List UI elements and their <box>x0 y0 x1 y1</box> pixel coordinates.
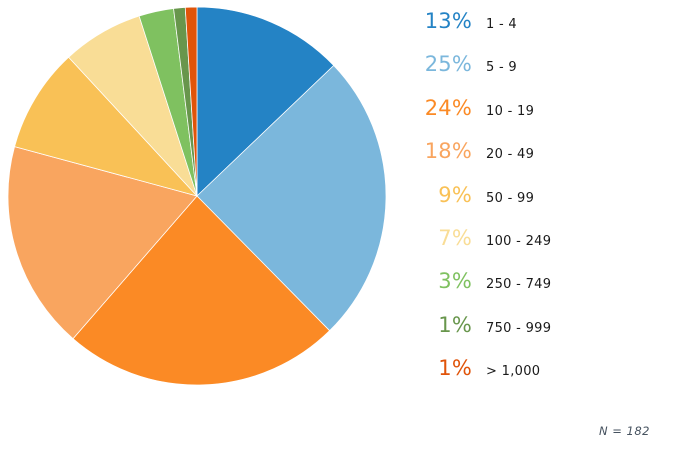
legend-percent: 18% <box>424 139 472 164</box>
pie-slice-5 <box>14 56 199 197</box>
legend-label: 10 - 19 <box>486 103 535 119</box>
legend-label: 100 - 249 <box>486 233 552 249</box>
legend-item: 18% 20 - 49 <box>420 130 551 173</box>
legend-percent: 25% <box>424 52 472 77</box>
legend-label: 20 - 49 <box>486 147 535 163</box>
legend-label: 750 - 999 <box>486 320 552 336</box>
legend-label: 250 - 749 <box>486 277 552 293</box>
legend-label: 5 - 9 <box>486 60 517 76</box>
pie-slice-3 <box>72 195 331 386</box>
legend-percent: 24% <box>424 95 472 120</box>
legend-label: 1 - 4 <box>486 17 517 32</box>
legend-label: 50 - 99 <box>486 190 535 206</box>
legend-item: 24% 10 - 19 <box>420 87 551 130</box>
legend-percent: 1% <box>438 356 472 381</box>
pie-slice-1 <box>196 6 335 197</box>
legend-label: > 1,000 <box>486 364 541 380</box>
legend-item: 1% 750 - 999 <box>420 304 551 347</box>
sample-size-note: N = 182 <box>599 424 650 438</box>
legend-item: 13% 1 - 4 <box>420 0 551 43</box>
pie-chart <box>7 6 387 386</box>
legend-percent: 1% <box>438 312 472 337</box>
legend-percent: 3% <box>438 269 472 294</box>
legend-percent: 9% <box>438 182 472 207</box>
legend-percent: 13% <box>424 9 472 33</box>
legend-item: 7% 100 - 249 <box>420 217 551 260</box>
legend: 13% 1 - 4 25% 5 - 9 24% 10 - 19 18% 20 - 49 9% 50… <box>420 0 551 391</box>
pie-slice-4 <box>7 146 198 340</box>
legend-item: 3% 250 - 749 <box>420 260 551 303</box>
pie-slice-9 <box>184 6 198 197</box>
legend-item: 1% > 1,000 <box>420 347 551 390</box>
legend-item: 25% 5 - 9 <box>420 43 551 86</box>
pie-slice-2 <box>196 64 387 332</box>
legend-item: 9% 50 - 99 <box>420 174 551 217</box>
legend-percent: 7% <box>438 225 472 250</box>
